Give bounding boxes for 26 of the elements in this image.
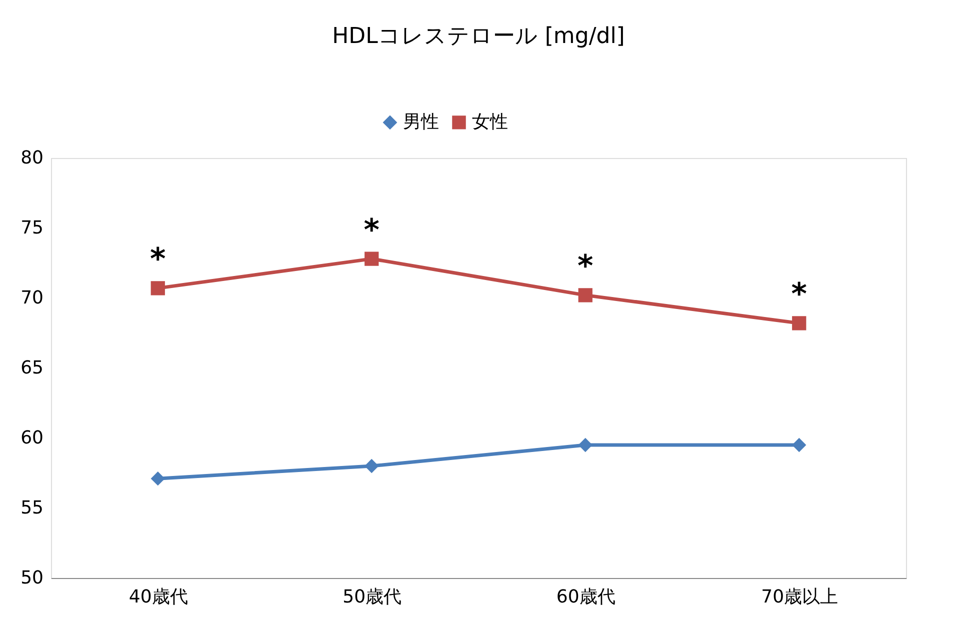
legend-label: 女性	[472, 111, 508, 132]
point	[792, 316, 806, 330]
annotation: *	[364, 212, 380, 248]
x-tick-label: 40歳代	[128, 586, 188, 608]
y-tick-label: 55	[20, 498, 44, 518]
point	[578, 438, 592, 452]
y-tick-label: 60	[20, 428, 44, 448]
chart-title: HDLコレステロール [mg/dl]	[332, 24, 625, 49]
point	[150, 281, 165, 296]
point	[364, 252, 379, 266]
legend-label: 男性	[403, 111, 439, 132]
point	[150, 472, 165, 486]
y-tick-label: 50	[20, 568, 44, 588]
annotation: *	[150, 242, 166, 278]
y-tick-label: 65	[20, 358, 44, 378]
x-tick-label: 70歳以上	[761, 586, 838, 608]
y-tick-label: 80	[20, 148, 44, 168]
y-tick-label: 70	[20, 288, 44, 308]
y-tick-label: 75	[20, 218, 44, 238]
x-tick-label: 60歳代	[556, 586, 616, 608]
point	[578, 288, 592, 302]
x-tick-label: 50歳代	[342, 586, 402, 608]
annotation: *	[791, 277, 808, 312]
point	[792, 438, 806, 452]
annotation: *	[578, 249, 594, 284]
point	[364, 458, 379, 474]
